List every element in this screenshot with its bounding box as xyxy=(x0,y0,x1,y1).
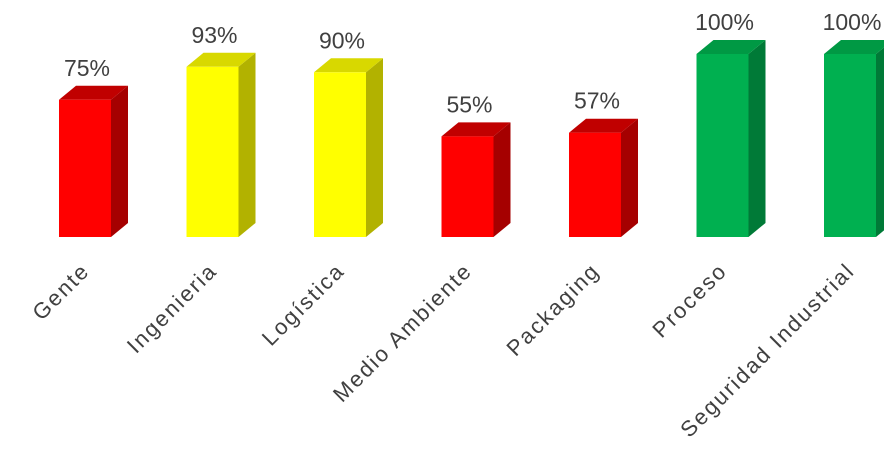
bar-top-face xyxy=(696,40,766,54)
bar-6 xyxy=(696,40,766,237)
bar-side-face xyxy=(238,52,256,238)
bar-front-face xyxy=(696,54,749,237)
bar-front-face xyxy=(824,54,876,237)
bar-top-face xyxy=(569,118,638,133)
bar-1 xyxy=(59,85,128,237)
bar-side-face xyxy=(111,85,128,237)
x-tick-label: Packaging xyxy=(501,258,604,361)
bar-top-face xyxy=(824,40,884,54)
bar-top-face xyxy=(314,58,383,73)
bar-front-face xyxy=(441,136,494,237)
data-label: 100% xyxy=(695,9,754,35)
bar-front-face xyxy=(569,132,621,237)
x-tick-label: Ingenieria xyxy=(122,258,222,358)
bar-front-face xyxy=(59,99,111,237)
data-label: 75% xyxy=(64,55,110,81)
bar-side-face xyxy=(876,47,884,237)
bar-top-face xyxy=(59,85,128,100)
x-tick-label: Proceso xyxy=(647,258,732,343)
x-tick-label: Logística xyxy=(257,258,350,351)
data-label: 93% xyxy=(191,22,237,48)
data-label: 100% xyxy=(823,9,882,35)
data-label: 55% xyxy=(446,91,492,117)
bar-3 xyxy=(314,58,383,237)
bar-front-face xyxy=(186,66,239,237)
x-tick-label: Medio Ambiente xyxy=(328,258,477,407)
bar-7 xyxy=(824,40,884,237)
bar-side-face xyxy=(748,40,766,237)
data-label: 57% xyxy=(574,88,620,114)
bar-side-face xyxy=(493,122,511,237)
bar-4 xyxy=(441,122,511,237)
bar-top-face xyxy=(186,52,256,67)
bar-side-face xyxy=(366,58,383,237)
x-tick-label: Gente xyxy=(27,258,94,325)
data-label: 90% xyxy=(319,27,365,53)
bar-5 xyxy=(569,118,638,237)
bar-front-face xyxy=(314,72,366,237)
bar-side-face xyxy=(621,118,638,237)
bar-2 xyxy=(186,52,256,238)
bar-top-face xyxy=(441,122,511,137)
